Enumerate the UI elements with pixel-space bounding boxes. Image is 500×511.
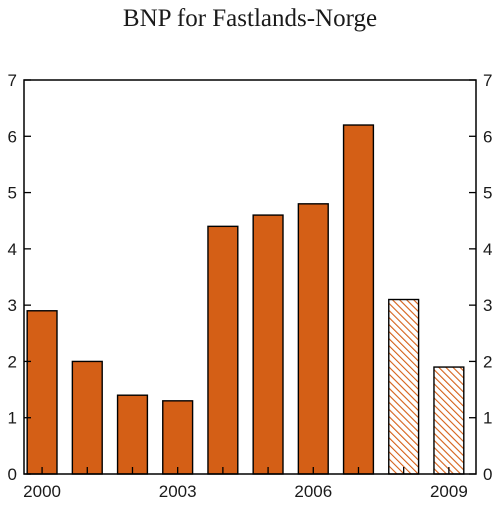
y-tick-label-right: 7 [483, 71, 492, 90]
plot-frame [23, 79, 477, 475]
axes-group [23, 79, 477, 475]
bars-group [26, 124, 465, 475]
y-tick-label-left: 0 [8, 465, 17, 484]
bar-2004 [207, 225, 239, 475]
y-tick-label-right: 4 [483, 240, 492, 259]
y-tick-label-right: 0 [483, 465, 492, 484]
y-tick-label-left: 7 [8, 71, 17, 90]
bar-2005 [252, 214, 284, 475]
y-tick-label-left: 2 [8, 352, 17, 371]
y-tick-label-left: 5 [8, 184, 17, 203]
bar-2000 [26, 310, 58, 475]
y-tick-label-right: 1 [483, 409, 492, 428]
forecast-bar-2009 [433, 366, 465, 475]
y-tick-label-left: 6 [8, 127, 17, 146]
x-tick-label: 2003 [159, 482, 197, 501]
x-tick-label: 2006 [294, 482, 332, 501]
y-tick-label-left: 3 [8, 296, 17, 315]
chart-title: BNP for Fastlands-Norge [123, 5, 377, 32]
bar-2002 [116, 394, 149, 475]
x-tick-label: 2000 [23, 482, 61, 501]
y-tick-label-right: 5 [483, 184, 492, 203]
bar-2007 [342, 124, 375, 475]
y-tick-label-right: 6 [483, 127, 492, 146]
bar-2001 [71, 360, 103, 475]
bar-2003 [162, 400, 194, 475]
y-tick-label-right: 3 [483, 296, 492, 315]
forecast-bar-2008 [388, 298, 420, 475]
y-tick-label-left: 1 [8, 409, 17, 428]
bar-2006 [297, 203, 329, 475]
ticks-group: 0 0 1 1 2 2 3 3 4 4 5 5 6 6 7 7 2000 2003 2006 2009 [8, 71, 493, 501]
y-tick-label-right: 2 [483, 352, 492, 371]
x-tick-label: 2009 [430, 482, 468, 501]
y-tick-label-left: 4 [8, 240, 17, 259]
